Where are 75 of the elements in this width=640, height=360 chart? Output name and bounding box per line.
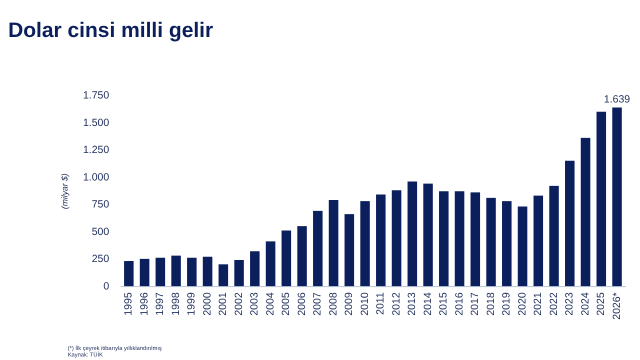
- x-tick-label: 2023: [564, 292, 576, 316]
- bar: [124, 261, 134, 286]
- x-tick-label: 2002: [234, 292, 245, 316]
- bar: [454, 191, 464, 286]
- bar: [266, 241, 276, 286]
- x-tick-label: 2008: [328, 292, 340, 316]
- x-tick-label: 1996: [139, 292, 150, 316]
- x-tick-label: 2009: [344, 292, 356, 316]
- x-tick-label: 1999: [186, 292, 198, 316]
- bar: [344, 214, 354, 286]
- y-tick-label: 250: [92, 254, 110, 266]
- bar: [534, 196, 544, 286]
- x-tick-label: 2017: [470, 292, 482, 316]
- x-tick-label: 2015: [438, 292, 450, 316]
- x-tick-label: 2010: [360, 292, 371, 316]
- x-tick-label: 2007: [312, 292, 324, 316]
- bar: [518, 206, 528, 286]
- bar: [140, 258, 150, 286]
- y-tick-label: 0: [103, 281, 110, 292]
- y-tick-label: 500: [92, 226, 110, 238]
- y-tick-label: 1.250: [82, 145, 110, 156]
- y-tick-label: 1.000: [82, 172, 110, 184]
- chart-title: Dolar cinsi milli gelir: [8, 19, 214, 42]
- data-label: 1.639: [604, 94, 630, 106]
- bar: [423, 184, 433, 286]
- y-tick-label: 1.750: [82, 90, 110, 102]
- bar: [580, 138, 590, 286]
- bar: [502, 201, 512, 286]
- x-tick-label: 2004: [265, 292, 276, 316]
- x-tick-label: 2021: [533, 292, 544, 316]
- bar: [234, 260, 244, 286]
- x-tick-label: 1997: [155, 292, 166, 316]
- x-tick-label: 2016: [454, 292, 466, 316]
- bar: [549, 186, 559, 286]
- x-tick-label: 2000: [202, 292, 214, 316]
- x-tick-label: 2005: [281, 292, 292, 316]
- bar: [218, 264, 228, 286]
- bar: [171, 256, 181, 286]
- bar: [202, 256, 212, 286]
- bar: [187, 258, 197, 286]
- bar: [612, 107, 622, 286]
- bar: [596, 112, 606, 286]
- y-tick-label: 1.500: [82, 118, 110, 129]
- x-tick-label: 2012: [391, 292, 402, 316]
- x-tick-label: 2019: [502, 292, 513, 316]
- x-tick-label: 2026*: [612, 292, 623, 320]
- bar: [439, 191, 449, 286]
- x-tick-label: 2011: [376, 292, 387, 315]
- bar: [328, 200, 338, 286]
- y-tick-label: 750: [92, 200, 110, 211]
- bar: [360, 201, 370, 286]
- x-tick-label: 1995: [124, 292, 135, 316]
- x-tick-label: 2013: [407, 292, 418, 316]
- bar: [408, 181, 418, 286]
- x-tick-label: 2025: [596, 292, 608, 316]
- bar: [297, 226, 307, 286]
- bar: [250, 251, 260, 286]
- x-tick-label: 2018: [486, 292, 497, 316]
- bar: [376, 194, 386, 286]
- x-tick-label: 2001: [218, 292, 230, 316]
- x-tick-label: 2003: [250, 292, 261, 316]
- x-tick-label: 2020: [517, 292, 528, 316]
- bar: [470, 192, 480, 286]
- x-tick-label: 1998: [170, 292, 182, 316]
- bar: [156, 258, 166, 286]
- bar: [565, 160, 575, 286]
- x-tick-label: 2022: [548, 292, 560, 316]
- bar: [313, 210, 323, 286]
- x-tick-label: 2006: [296, 292, 308, 316]
- y-axis-title: (milyar $): [60, 173, 70, 210]
- bar: [486, 198, 496, 286]
- bar: [392, 190, 402, 286]
- x-tick-label: 2014: [422, 292, 434, 316]
- x-tick-label: 2024: [580, 292, 592, 316]
- bar: [282, 230, 292, 286]
